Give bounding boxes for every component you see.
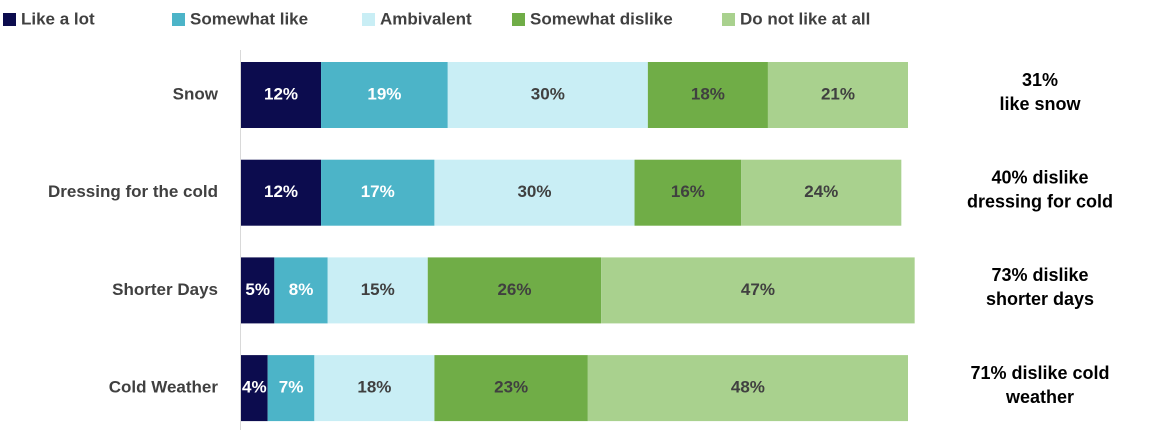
annotation: 31% [1022,70,1058,90]
bar-segment [634,159,742,226]
data-label: 12% [264,84,298,103]
bar-segment [447,62,648,128]
data-label: 18% [357,378,391,397]
bar-segment [321,62,448,128]
legend-swatch [3,13,16,26]
data-label: 16% [671,182,705,201]
legend-swatch [512,13,525,26]
bar-segment [741,159,902,226]
data-label: 17% [361,182,395,201]
bar-segment [767,62,908,128]
data-label: 18% [691,84,725,103]
bar-segment [314,355,435,422]
bar-segment [587,355,908,422]
legend-swatch [722,13,735,26]
data-label: 24% [804,182,838,201]
annotation: weather [1005,387,1074,407]
data-label: 30% [531,84,565,103]
data-label: 4% [242,378,267,397]
annotation: 73% dislike [991,265,1088,285]
bar-segment [434,355,588,422]
legend-label: Like a lot [21,9,95,28]
bar-segment [647,62,768,128]
data-label: 19% [367,84,401,103]
data-label: 48% [731,378,765,397]
data-label: 15% [361,280,395,299]
annotation: shorter days [986,289,1094,309]
data-label: 47% [741,280,775,299]
legend-swatch [172,13,185,26]
data-label: 12% [264,182,298,201]
data-label: 21% [821,84,855,103]
legend-label: Somewhat like [190,9,308,28]
legend-label: Ambivalent [380,9,472,28]
annotation: 40% dislike [991,167,1088,187]
bar-segment [427,257,602,324]
bar-segment [601,257,915,324]
bar-segment [267,355,315,422]
bar-segment [274,257,328,324]
y-tick-label: Dressing for the cold [48,182,218,201]
y-tick-label: Shorter Days [112,280,218,299]
data-label: 30% [517,182,551,201]
bar-segment [327,257,428,324]
data-label: 26% [497,280,531,299]
bar-segment [241,257,275,324]
data-label: 23% [494,378,528,397]
annotation: dressing for cold [967,191,1113,211]
data-label: 7% [279,378,304,397]
legend-label: Do not like at all [740,9,870,28]
bar-segment [321,159,435,226]
y-tick-label: Cold Weather [109,378,219,397]
bar-segment [241,355,268,422]
annotation: like snow [999,94,1081,114]
data-label: 8% [289,280,314,299]
data-label: 5% [245,280,270,299]
legend-label: Somewhat dislike [530,9,673,28]
y-tick-label: Snow [173,84,219,103]
legend-swatch [362,13,375,26]
bar-segment [434,159,635,226]
bar-segment [241,62,322,128]
bar-segment [241,159,322,226]
annotation: 71% dislike cold [970,363,1109,383]
